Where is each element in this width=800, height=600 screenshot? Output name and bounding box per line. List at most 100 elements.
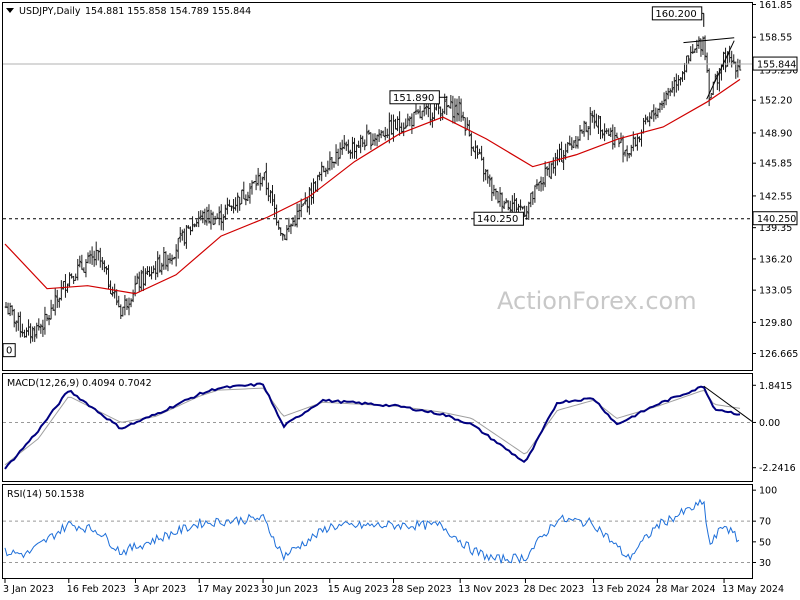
price-bar xyxy=(353,137,356,159)
price-bar xyxy=(142,266,145,292)
price-bar xyxy=(484,169,487,181)
price-bar xyxy=(603,123,606,142)
price-tick-label: 158.55 xyxy=(759,33,792,44)
price-bar xyxy=(439,106,442,122)
price-bar xyxy=(49,299,53,320)
price-bar xyxy=(94,241,98,266)
price-bar xyxy=(457,96,461,122)
price-bar xyxy=(416,109,420,115)
price-bar xyxy=(347,139,350,154)
price-bar xyxy=(306,197,309,213)
price-bar xyxy=(601,129,604,139)
price-bar xyxy=(664,90,668,106)
price-bar xyxy=(543,161,547,188)
price-bar xyxy=(101,257,104,271)
price-bar xyxy=(572,140,576,149)
price-bar xyxy=(697,36,701,49)
price-bar xyxy=(105,266,108,275)
price-bar xyxy=(627,153,631,159)
price-bar xyxy=(135,273,139,285)
price-bar xyxy=(377,129,381,142)
price-bar xyxy=(629,144,633,157)
time-tick-label: 28 Mar 2024 xyxy=(655,584,715,595)
price-bar xyxy=(611,124,615,150)
price-bar xyxy=(355,144,358,159)
price-bar xyxy=(670,81,674,93)
price-bar xyxy=(486,169,490,184)
price-bar xyxy=(80,254,84,270)
price-bar xyxy=(39,323,43,334)
price-bar xyxy=(45,313,49,322)
price-bar xyxy=(78,255,82,268)
price-bar xyxy=(334,144,338,165)
price-bar xyxy=(248,183,252,204)
price-bar xyxy=(373,133,377,146)
price-bar xyxy=(19,311,22,338)
time-axis: 3 Jan 2023 16 Feb 2023 3 Apr 2023 17 May 20… xyxy=(3,579,784,595)
price-bar xyxy=(498,187,502,207)
price-bar xyxy=(58,297,61,308)
price-bar xyxy=(414,103,418,115)
price-bar xyxy=(648,112,651,127)
price-bar xyxy=(408,116,412,127)
price-bar xyxy=(394,118,397,130)
price-bar xyxy=(506,200,510,211)
price-bar xyxy=(570,137,574,151)
price-bar xyxy=(277,220,280,230)
price-bar xyxy=(547,161,551,178)
price-bar xyxy=(33,326,36,343)
price-bar xyxy=(623,149,627,157)
price-bar xyxy=(492,184,496,197)
price-bar xyxy=(427,102,430,118)
price-bar xyxy=(312,178,315,204)
price-bar xyxy=(254,174,258,191)
time-tick-label: 3 Apr 2023 xyxy=(133,584,186,595)
macd-layer: MACD(12,26,9) 0.4094 0.7042 1.8415 0.00 -2.… xyxy=(3,378,796,474)
price-bar xyxy=(12,308,16,328)
price-bar xyxy=(470,132,473,156)
price-bar xyxy=(554,152,557,176)
price-bar xyxy=(209,209,213,230)
price-bar xyxy=(326,160,330,175)
price-bar xyxy=(730,50,733,68)
price-bar xyxy=(228,199,231,207)
dropdown-triangle-icon xyxy=(6,8,14,13)
price-bar xyxy=(420,110,424,120)
price-bar xyxy=(609,127,613,138)
price-bar xyxy=(345,141,348,151)
price-bar xyxy=(181,229,184,241)
price-bar xyxy=(576,136,580,149)
price-bar xyxy=(613,126,617,148)
price-bar xyxy=(369,132,373,150)
price-bar xyxy=(84,259,88,278)
price-bar xyxy=(66,283,69,293)
macd-tick-label: 0.00 xyxy=(759,418,780,429)
price-bar xyxy=(31,326,34,342)
ohlc-readout: 154.881 155.858 154.789 155.844 xyxy=(85,6,251,17)
price-bar xyxy=(412,111,416,127)
price-bar xyxy=(342,135,346,150)
price-bar xyxy=(691,44,695,54)
price-bar xyxy=(441,108,444,121)
price-bar xyxy=(599,116,602,140)
price-bar xyxy=(6,302,10,315)
price-bars xyxy=(4,35,742,344)
price-bar xyxy=(148,266,151,277)
price-bar xyxy=(443,93,446,115)
price-bar xyxy=(269,190,272,204)
symbol-label: USDJPY,Daily xyxy=(19,6,81,17)
price-bar xyxy=(99,247,102,268)
price-bar xyxy=(242,181,246,200)
price-bar xyxy=(668,88,672,97)
price-bar xyxy=(388,112,391,144)
price-bar xyxy=(236,192,239,213)
price-bar xyxy=(174,244,178,267)
price-bar xyxy=(320,161,323,182)
price-bar xyxy=(578,124,582,141)
price-bar xyxy=(453,98,457,124)
price-bar xyxy=(449,94,453,109)
macd-tick-label: -2.2416 xyxy=(759,463,796,474)
price-bar xyxy=(37,318,41,331)
price-bar xyxy=(650,110,654,120)
